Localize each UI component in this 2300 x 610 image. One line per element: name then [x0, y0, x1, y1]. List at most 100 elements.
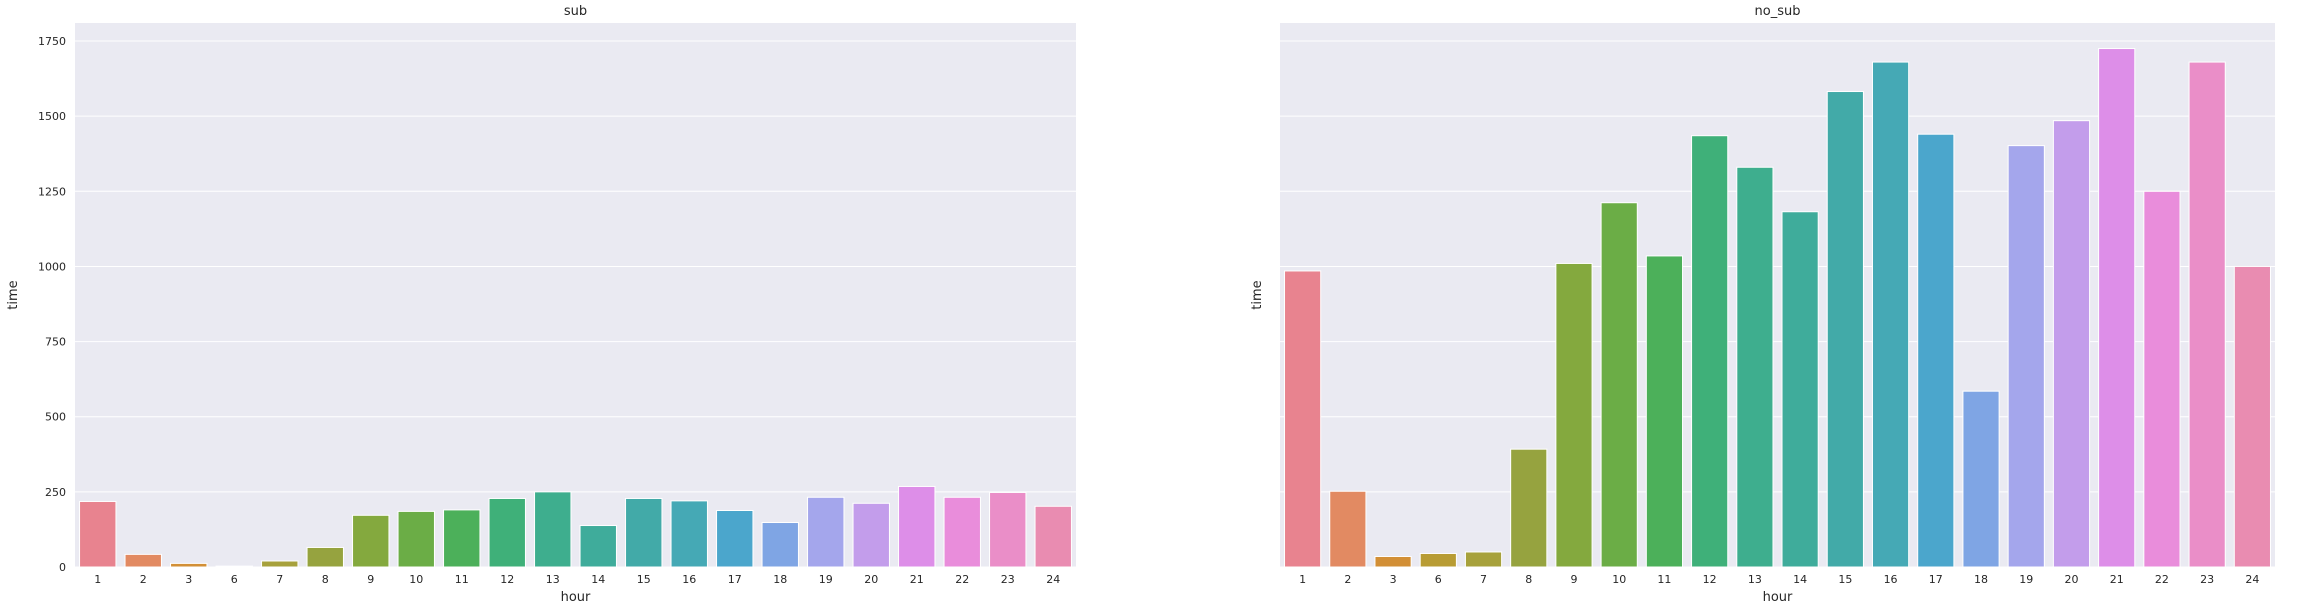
x-tick-label: 15: [637, 573, 651, 586]
bar-21: [2098, 48, 2136, 568]
x-axis-label: hour: [1763, 590, 1793, 605]
subplot-no_sub: 1 2 3 6 7 8 9 10 11 12 13 14 15 16 17 18 19 20 21 22 23 24no_…: [1250, 4, 2275, 605]
bar-22: [943, 496, 981, 568]
x-tick-label: 18: [1974, 573, 1988, 586]
bar-7: [1464, 551, 1503, 568]
bar-24: [1034, 505, 1072, 568]
x-tick-label: 6: [231, 573, 238, 586]
bar-8: [306, 546, 344, 568]
x-tick-label: 14: [591, 573, 605, 586]
x-tick-label: 23: [1001, 573, 1015, 586]
bar-18: [761, 522, 799, 568]
x-tick-label: 12: [500, 573, 514, 586]
x-tick-label: 1: [1299, 573, 1306, 586]
x-tick-label: 13: [546, 573, 560, 586]
x-tick-label: 13: [1748, 573, 1762, 586]
x-tick-label: 2: [1344, 573, 1351, 586]
bar-10: [1600, 202, 1638, 568]
bar-6: [1419, 552, 1457, 568]
x-tick-label: 10: [1612, 573, 1626, 586]
x-tick-label: 8: [322, 573, 329, 586]
bar-14: [1781, 211, 1819, 568]
y-tick-label: 1000: [38, 260, 66, 273]
y-tick-label: 1500: [38, 110, 66, 123]
bar-1: [79, 500, 117, 568]
bar-19: [807, 496, 845, 568]
bar-12: [1691, 135, 1729, 568]
bar-9: [352, 514, 390, 568]
x-tick-label: 23: [2200, 573, 2214, 586]
y-tick-label: 250: [45, 486, 66, 499]
x-tick-label: 6: [1435, 573, 1442, 586]
x-tick-label: 24: [2245, 573, 2259, 586]
x-tick-label: 11: [455, 573, 469, 586]
x-tick-label: 7: [1480, 573, 1487, 586]
bar-16: [1871, 61, 1910, 568]
bar-16: [670, 500, 708, 568]
x-tick-label: 3: [185, 573, 192, 586]
x-tick-label: 12: [1703, 573, 1717, 586]
x-tick-label: 20: [2064, 573, 2078, 586]
bar-8: [1510, 448, 1548, 568]
x-tick-label: 10: [409, 573, 423, 586]
x-axis-label: hour: [561, 590, 591, 605]
bar-3: [1374, 555, 1412, 568]
subplot-title: no_sub: [1755, 4, 1801, 19]
x-tick-label: 22: [2155, 573, 2169, 586]
y-tick-label: 1750: [38, 35, 66, 48]
bar-3: [170, 562, 208, 568]
y-axis-label: time: [1250, 280, 1265, 309]
x-tick-label: 9: [367, 573, 374, 586]
bar-15: [625, 497, 663, 568]
bar-15: [1826, 91, 1864, 568]
y-axis-label: time: [6, 280, 21, 309]
bar-13: [534, 491, 572, 568]
y-tick-label: 0: [59, 561, 66, 574]
x-tick-label: 16: [1884, 573, 1898, 586]
bar-24: [2233, 265, 2271, 568]
bar-20: [2052, 120, 2091, 568]
x-tick-label: 3: [1390, 573, 1397, 586]
bar-23: [2188, 61, 2226, 568]
bar-23: [989, 491, 1027, 568]
bar-20: [852, 502, 890, 568]
x-tick-label: 16: [682, 573, 696, 586]
x-tick-label: 20: [864, 573, 878, 586]
bar-2: [124, 553, 162, 568]
bar-14: [579, 525, 617, 568]
x-tick-label: 21: [910, 573, 924, 586]
x-tick-label: 11: [1657, 573, 1671, 586]
x-tick-label: 8: [1525, 573, 1532, 586]
x-tick-label: 19: [819, 573, 833, 586]
x-tick-label: 22: [955, 573, 969, 586]
x-tick-label: 17: [1929, 573, 1943, 586]
bar-13: [1736, 166, 1774, 568]
bar-17: [716, 509, 754, 568]
x-tick-label: 9: [1570, 573, 1577, 586]
x-tick-label: 7: [276, 573, 283, 586]
y-tick-label: 1250: [38, 185, 66, 198]
x-tick-label: 21: [2110, 573, 2124, 586]
x-tick-label: 2: [140, 573, 147, 586]
x-tick-label: 18: [773, 573, 787, 586]
bar-11: [443, 509, 481, 568]
bar-6: [215, 565, 253, 568]
y-tick-label: 750: [45, 336, 66, 349]
x-tick-label: 1: [94, 573, 101, 586]
bar-9: [1555, 262, 1593, 568]
x-tick-label: 19: [2019, 573, 2033, 586]
y-tick-label: 500: [45, 411, 66, 424]
x-tick-label: 14: [1793, 573, 1807, 586]
x-tick-label: 24: [1046, 573, 1060, 586]
bar-10: [397, 510, 435, 568]
bar-7: [261, 560, 299, 568]
plot-area: [75, 23, 1076, 567]
bar-22: [2143, 190, 2181, 568]
bar-2: [1329, 490, 1367, 568]
x-tick-label: 17: [728, 573, 742, 586]
bar-11: [1645, 255, 1684, 568]
bar-21: [898, 485, 936, 568]
bar-19: [2007, 145, 2045, 568]
